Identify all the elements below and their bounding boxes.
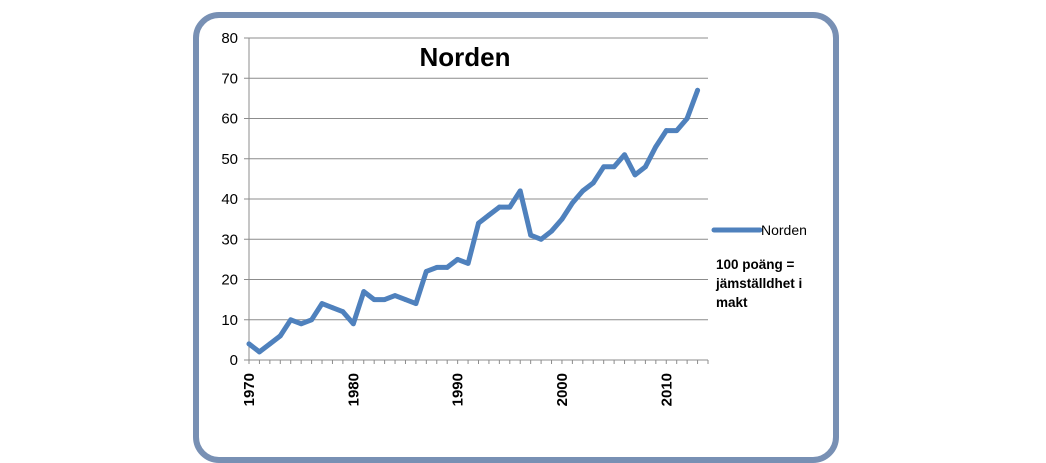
data-point (674, 128, 680, 133)
chart-frame (193, 12, 839, 463)
data-point (413, 301, 419, 307)
data-point (632, 172, 638, 178)
data-point (486, 212, 492, 218)
data-point (611, 164, 617, 170)
data-point (382, 297, 388, 303)
data-point (246, 341, 252, 347)
data-point (695, 87, 700, 93)
data-point (653, 144, 659, 150)
data-point (350, 321, 356, 327)
data-point (403, 297, 408, 303)
data-point (559, 216, 565, 222)
x-tick-label: 1970 (241, 373, 258, 406)
data-point (340, 309, 346, 315)
legend: Norden (711, 222, 807, 238)
data-point (434, 265, 440, 270)
y-tick-label: 0 (230, 352, 238, 369)
data-point (277, 333, 283, 339)
x-tick-label: 1980 (345, 373, 362, 406)
data-point (455, 256, 461, 262)
data-point (569, 200, 575, 206)
x-tick-label: 1990 (450, 373, 467, 406)
legend-label: Norden (761, 222, 807, 238)
data-point (330, 305, 335, 311)
data-point (298, 321, 304, 327)
y-tick-label: 10 (221, 312, 238, 329)
data-point (663, 128, 669, 133)
y-tick-label: 30 (221, 231, 238, 248)
data-point (517, 188, 523, 194)
data-point (507, 204, 513, 210)
y-tick-label: 20 (221, 272, 238, 289)
data-point (590, 180, 596, 186)
data-point (309, 317, 314, 323)
data-point (643, 164, 648, 170)
data-point (319, 301, 325, 307)
data-point (288, 317, 294, 323)
chart-title: Norden (420, 42, 511, 72)
data-point (549, 228, 554, 234)
y-tick-label: 60 (221, 111, 238, 128)
data-point (528, 232, 534, 238)
data-point (538, 236, 544, 242)
data-point (423, 269, 429, 274)
data-point (371, 297, 377, 303)
x-tick-label: 2000 (554, 373, 571, 406)
data-point (257, 349, 262, 355)
data-point (496, 204, 502, 210)
y-tick-label: 80 (221, 30, 238, 47)
y-tick-label: 70 (221, 70, 238, 87)
data-point (601, 164, 607, 170)
data-point (392, 293, 398, 298)
data-point (580, 188, 586, 194)
y-tick-label: 40 (221, 191, 238, 208)
data-point (476, 220, 481, 226)
chart-annotation: 100 poäng = jämställdhet i makt (716, 257, 803, 310)
x-tick-label: 2010 (658, 373, 675, 406)
data-point (444, 265, 450, 270)
data-point (361, 289, 367, 294)
series-line (246, 87, 701, 355)
data-point (684, 116, 690, 121)
data-point (267, 341, 273, 347)
data-point (465, 261, 471, 266)
data-point (622, 152, 627, 158)
y-tick-label: 50 (221, 151, 238, 168)
